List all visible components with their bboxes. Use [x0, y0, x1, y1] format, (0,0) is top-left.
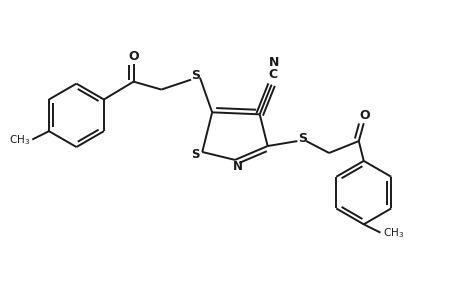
Text: O: O [128, 50, 139, 63]
Text: N: N [232, 160, 242, 173]
Text: O: O [358, 109, 369, 122]
Text: S: S [190, 148, 199, 161]
Text: C: C [268, 68, 277, 81]
Text: CH$_3$: CH$_3$ [382, 226, 403, 240]
Text: N: N [268, 56, 278, 69]
Text: S: S [191, 69, 200, 82]
Text: S: S [297, 132, 306, 145]
Text: CH$_3$: CH$_3$ [9, 133, 30, 147]
